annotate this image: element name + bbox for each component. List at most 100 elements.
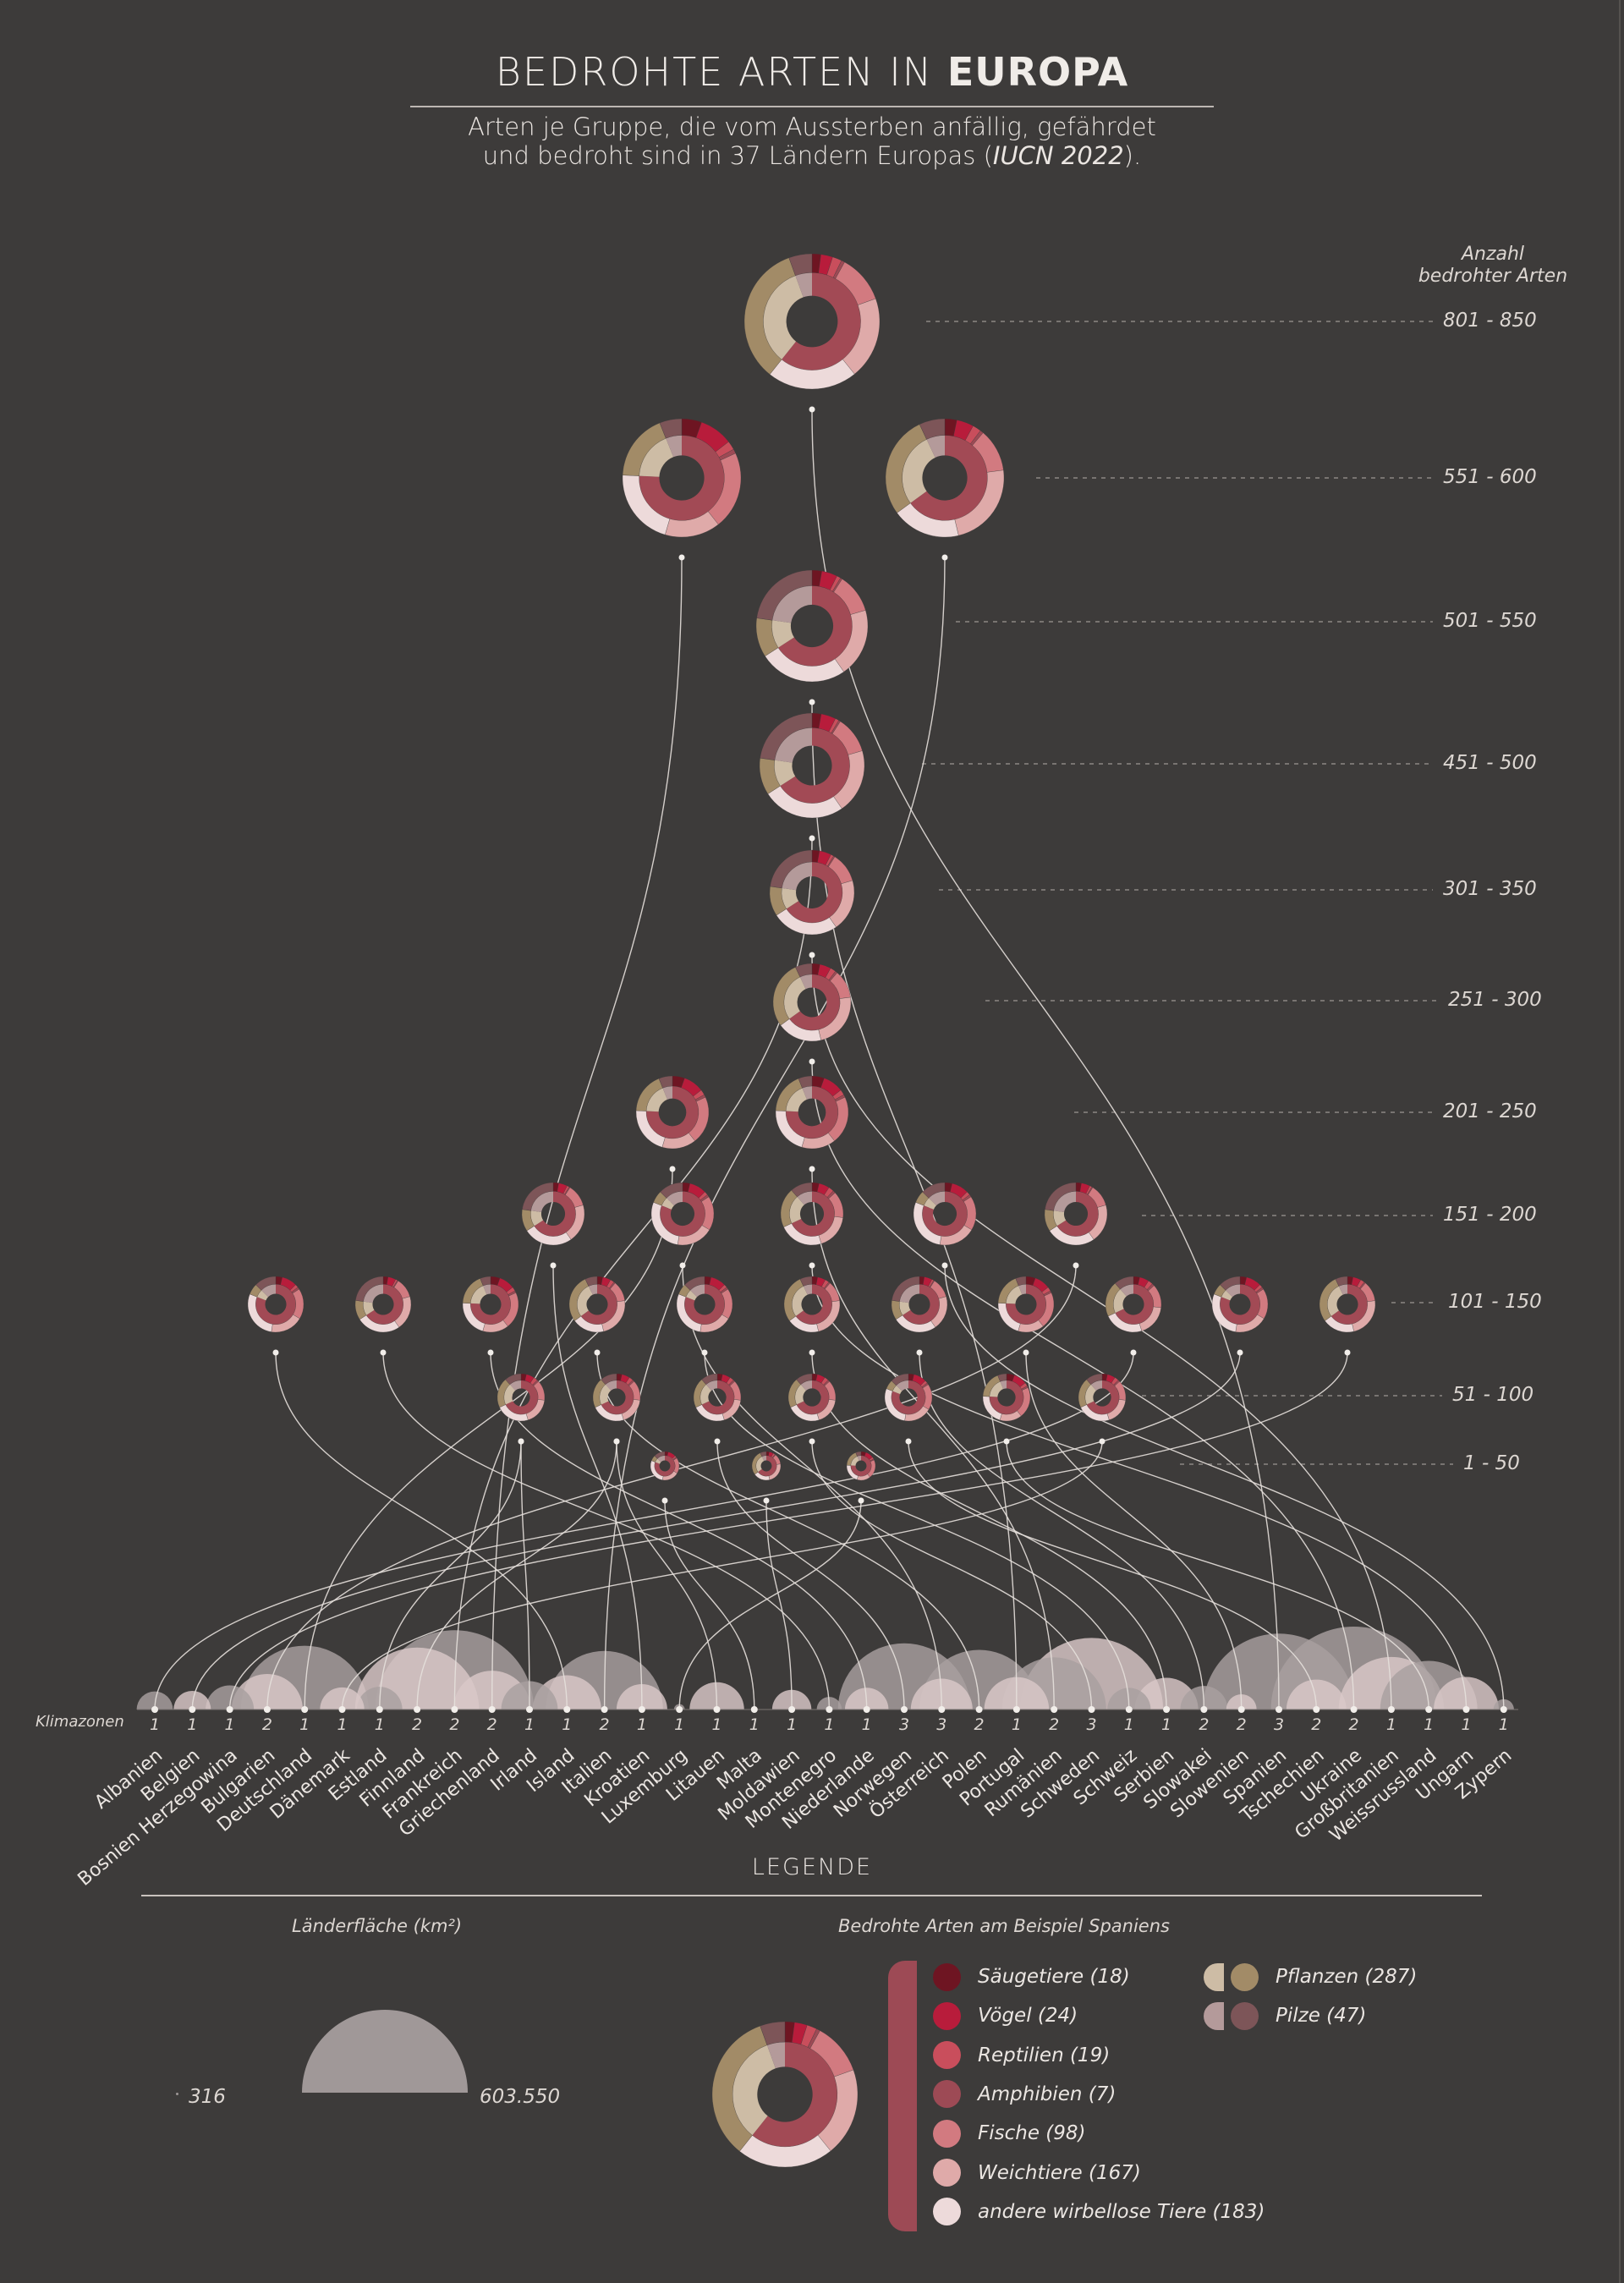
legend-item-voegel: Vögel (24) xyxy=(933,2001,1078,2030)
country-donut xyxy=(775,1075,849,1150)
connector-line xyxy=(908,1441,1317,1710)
inner-segment xyxy=(899,1284,919,1303)
donut-anchor-dot xyxy=(1073,1262,1079,1269)
connector-line xyxy=(266,1265,1077,1710)
donut-anchor-dot xyxy=(518,1438,524,1445)
climate-zone-value: 1 xyxy=(524,1715,535,1734)
inner-segment xyxy=(1056,1191,1099,1237)
outer-segment xyxy=(1015,1276,1027,1287)
inner-segment xyxy=(639,435,725,521)
inner-segment xyxy=(1115,1284,1154,1325)
country-dot xyxy=(1237,1706,1245,1713)
inner-segment xyxy=(599,1384,612,1405)
outer-segment xyxy=(799,1276,813,1287)
legend-swatch xyxy=(933,2159,961,2187)
climate-zone-value: 2 xyxy=(449,1715,460,1734)
inner-segment xyxy=(989,1380,1024,1415)
outer-segment xyxy=(659,418,683,439)
donut-anchor-dot xyxy=(487,1349,494,1356)
inner-segment xyxy=(1120,1284,1133,1297)
connector-line xyxy=(491,557,683,1710)
country-dot xyxy=(1313,1706,1320,1713)
connector-line xyxy=(664,1500,755,1710)
donut-anchor-dot xyxy=(809,699,815,705)
country-dot xyxy=(1350,1706,1358,1713)
country-donut xyxy=(759,712,865,819)
outer-segment xyxy=(997,1373,1007,1382)
country-donut xyxy=(650,1451,680,1481)
subtitle-source: IUCN 2022 xyxy=(992,141,1124,170)
climate-zone-value: 1 xyxy=(1498,1715,1509,1734)
outer-segment xyxy=(919,418,946,440)
inner-segment xyxy=(755,1456,765,1473)
country-dot xyxy=(601,1706,608,1713)
climate-zone-value: 2 xyxy=(1199,1715,1210,1734)
legend-label: andere wirbellose Tiere (183) xyxy=(978,2200,1265,2223)
connector-line xyxy=(811,1265,1468,1710)
climate-zone-value: 1 xyxy=(1424,1715,1435,1734)
title-light: BEDROHTE ARTEN IN xyxy=(495,49,934,95)
outer-segment xyxy=(892,1276,920,1302)
country-dot xyxy=(938,1706,946,1713)
country-donut xyxy=(635,1075,710,1150)
outer-segment xyxy=(760,1451,767,1457)
country-donut xyxy=(354,1276,412,1333)
range-label: 451 - 500 xyxy=(1443,752,1537,774)
country-donut xyxy=(751,1451,782,1481)
country-donut xyxy=(846,1451,876,1481)
donut-anchor-dot xyxy=(669,1166,676,1172)
connector-line xyxy=(682,1265,942,1710)
country-dot xyxy=(863,1706,870,1713)
outer-segment xyxy=(505,1373,522,1386)
outer-segment xyxy=(891,1373,909,1386)
inner-segment xyxy=(662,1086,672,1100)
country-donut xyxy=(885,418,1005,538)
range-label: 51 - 100 xyxy=(1452,1384,1534,1406)
outer-segment xyxy=(660,1182,683,1199)
inner-segment xyxy=(1084,1384,1097,1405)
country-donut xyxy=(997,1276,1055,1333)
inner-segment xyxy=(786,1088,807,1112)
inner-segment xyxy=(655,1458,661,1464)
outer-segment xyxy=(255,1276,277,1291)
inner-segment xyxy=(470,1284,511,1325)
legend-swatch-outer xyxy=(1231,2001,1259,2030)
donut-anchor-dot xyxy=(550,1262,557,1269)
legend-item-pilze: Pilze (47) xyxy=(1204,2001,1366,2030)
legend-donut xyxy=(711,2021,859,2168)
legend-label: Amphibien (7) xyxy=(978,2083,1116,2105)
inner-segment xyxy=(792,1286,808,1317)
country-donut xyxy=(521,1182,585,1246)
inner-segment xyxy=(1000,1380,1007,1390)
legend-swatch xyxy=(933,2080,961,2109)
climate-zone-value: 2 xyxy=(261,1715,272,1734)
axis-heading: Anzahl bedrohter Arten xyxy=(1387,244,1599,288)
inner-segment xyxy=(534,1191,576,1237)
connector-line xyxy=(811,701,1018,1710)
donut-anchor-dot xyxy=(809,1349,815,1356)
range-label: 801 - 850 xyxy=(1443,310,1537,332)
donuts xyxy=(247,253,1376,1481)
inner-segment xyxy=(580,1284,617,1325)
country-dot xyxy=(376,1706,383,1713)
connector-line xyxy=(341,1441,1103,1710)
inner-segment xyxy=(505,1380,539,1415)
area-semicircle xyxy=(173,1690,211,1710)
inner-segment xyxy=(795,1284,832,1325)
inner-segment xyxy=(577,1286,593,1317)
legend-label: Pilze (47) xyxy=(1276,2005,1367,2028)
legend-area-title: Länderfläche (km²) xyxy=(292,1916,463,1936)
outer-segment xyxy=(1045,1182,1077,1211)
inner-segment xyxy=(646,1088,667,1112)
range-label: 551 - 600 xyxy=(1443,466,1537,488)
outer-segment xyxy=(480,1276,491,1287)
climate-zone-value: 2 xyxy=(1348,1715,1359,1734)
inner-segment xyxy=(783,977,806,1019)
inner-segment xyxy=(926,435,945,458)
climate-zone-value: 1 xyxy=(1011,1715,1022,1734)
inner-segment xyxy=(758,1455,777,1477)
country-dot xyxy=(1500,1706,1507,1713)
inner-segment xyxy=(782,862,812,891)
climate-zone-value: 1 xyxy=(636,1715,647,1734)
legend-item-reptilien: Reptilien (19) xyxy=(933,2041,1110,2070)
